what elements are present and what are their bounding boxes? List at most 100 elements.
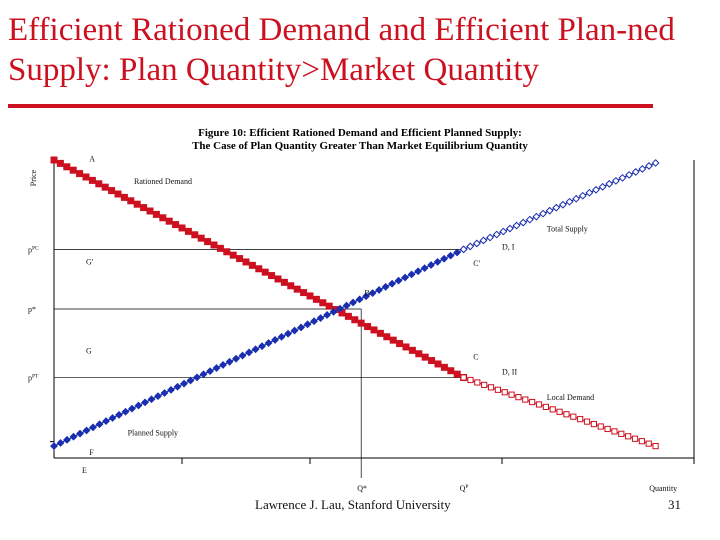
rationed-demand-marker bbox=[402, 343, 410, 351]
rationed-demand-marker bbox=[325, 302, 333, 310]
slide-title: Efficient Rationed Demand and Efficient … bbox=[8, 12, 675, 88]
planned-supply-marker bbox=[76, 429, 84, 438]
planned-supply-marker bbox=[102, 417, 110, 426]
x-tick-label: E bbox=[82, 466, 87, 475]
total-supply-marker bbox=[545, 206, 554, 215]
planned-supply-marker bbox=[199, 370, 208, 379]
rationed-demand-marker bbox=[344, 312, 352, 320]
local-demand-marker bbox=[556, 408, 563, 415]
planned-supply-marker bbox=[381, 282, 390, 291]
total-supply-marker bbox=[499, 227, 508, 236]
local-demand-marker bbox=[645, 440, 652, 447]
point-label: D, I bbox=[502, 242, 515, 251]
local-demand-marker bbox=[494, 386, 501, 393]
chart-series bbox=[50, 156, 660, 450]
rationed-demand-marker bbox=[63, 163, 71, 171]
rationed-demand-marker bbox=[229, 251, 237, 259]
planned-supply-marker bbox=[264, 339, 273, 347]
planned-supply-marker bbox=[303, 320, 312, 329]
point-label: F bbox=[89, 448, 94, 457]
rationed-demand-marker bbox=[242, 258, 250, 266]
local-demand-marker bbox=[515, 394, 522, 401]
rationed-demand-marker bbox=[165, 217, 173, 225]
planned-supply-marker bbox=[375, 286, 383, 294]
total-supply-marker bbox=[611, 176, 620, 185]
figure-title: Figure 10: Efficient Rationed Demand and… bbox=[100, 127, 620, 153]
total-supply-marker bbox=[625, 170, 634, 179]
planned-supply-marker bbox=[453, 248, 462, 257]
rationed-demand-marker bbox=[56, 159, 64, 167]
planned-supply-marker bbox=[420, 264, 429, 273]
rationed-demand-marker bbox=[216, 244, 224, 252]
total-supply-marker bbox=[525, 215, 534, 224]
rationed-demand-marker bbox=[383, 333, 391, 341]
planned-supply-marker bbox=[160, 389, 169, 397]
rationed-demand-marker bbox=[223, 248, 231, 256]
planned-supply-marker bbox=[232, 354, 240, 363]
title-underline bbox=[8, 104, 653, 108]
point-label: A bbox=[89, 154, 95, 163]
local-demand-marker bbox=[631, 435, 639, 442]
rationed-demand-marker bbox=[146, 207, 154, 215]
planned-supply-marker bbox=[258, 342, 266, 351]
local-demand-marker bbox=[474, 379, 481, 386]
local-demand-marker bbox=[597, 423, 604, 430]
planned-supply-marker bbox=[180, 379, 188, 388]
local-demand-marker bbox=[618, 430, 625, 437]
planned-supply-marker bbox=[173, 382, 182, 391]
local-demand-marker bbox=[460, 374, 467, 381]
rationed-demand-marker bbox=[114, 190, 122, 198]
total-supply-marker bbox=[506, 224, 514, 233]
rationed-demand-marker bbox=[69, 166, 77, 174]
rationed-demand-marker bbox=[434, 360, 442, 368]
rationed-demand-marker bbox=[376, 329, 384, 337]
rationed-demand-marker bbox=[274, 275, 282, 283]
rationed-demand-marker bbox=[268, 272, 276, 280]
rationed-demand-marker bbox=[76, 170, 84, 178]
figure-title-line-2: The Case of Plan Quantity Greater Than M… bbox=[192, 140, 528, 152]
total-supply-marker bbox=[492, 230, 501, 239]
local-demand-marker bbox=[652, 442, 659, 450]
total-supply-marker bbox=[559, 200, 567, 209]
point-label: G bbox=[86, 347, 92, 356]
planned-supply-marker bbox=[95, 420, 104, 429]
rationed-demand-marker bbox=[440, 363, 448, 371]
rationed-demand-marker bbox=[408, 346, 416, 354]
rationed-demand-marker bbox=[300, 289, 308, 297]
planned-supply-marker bbox=[290, 326, 299, 335]
planned-supply-marker bbox=[401, 273, 409, 282]
planned-supply-marker bbox=[368, 289, 377, 298]
total-supply-marker bbox=[552, 203, 561, 212]
planned-supply-marker bbox=[388, 279, 396, 288]
rationed-demand-marker bbox=[447, 367, 455, 375]
planned-supply-marker bbox=[310, 317, 318, 326]
planned-supply-marker bbox=[446, 251, 455, 260]
planned-supply-marker bbox=[316, 314, 325, 322]
local-demand-marker bbox=[487, 384, 495, 391]
local-demand-marker bbox=[625, 433, 632, 440]
total-supply-marker bbox=[459, 245, 468, 254]
rationed-demand-marker bbox=[312, 295, 320, 303]
planned-supply-marker bbox=[141, 398, 149, 407]
point-label: D, II bbox=[502, 368, 517, 377]
planned-supply-marker bbox=[219, 361, 227, 369]
planned-supply-marker bbox=[89, 423, 97, 432]
point-label: Planned Supply bbox=[128, 429, 178, 438]
planned-supply-marker bbox=[147, 395, 156, 404]
point-label: B bbox=[364, 289, 369, 298]
total-supply-marker bbox=[578, 191, 587, 200]
rationed-demand-marker bbox=[210, 241, 218, 249]
rationed-demand-marker bbox=[351, 316, 359, 324]
planned-supply-marker bbox=[193, 373, 201, 382]
point-label: Local Demand bbox=[547, 393, 594, 402]
point-label: C' bbox=[473, 259, 480, 268]
footer-author: Lawrence J. Lau, Stanford University bbox=[255, 497, 451, 512]
rationed-demand-marker bbox=[178, 224, 186, 232]
rationed-demand-marker bbox=[191, 231, 199, 239]
planned-supply-marker bbox=[284, 329, 292, 338]
local-demand-marker bbox=[535, 401, 543, 408]
rationed-demand-marker bbox=[236, 255, 244, 263]
total-supply-marker bbox=[512, 221, 521, 230]
planned-supply-marker bbox=[212, 364, 221, 372]
